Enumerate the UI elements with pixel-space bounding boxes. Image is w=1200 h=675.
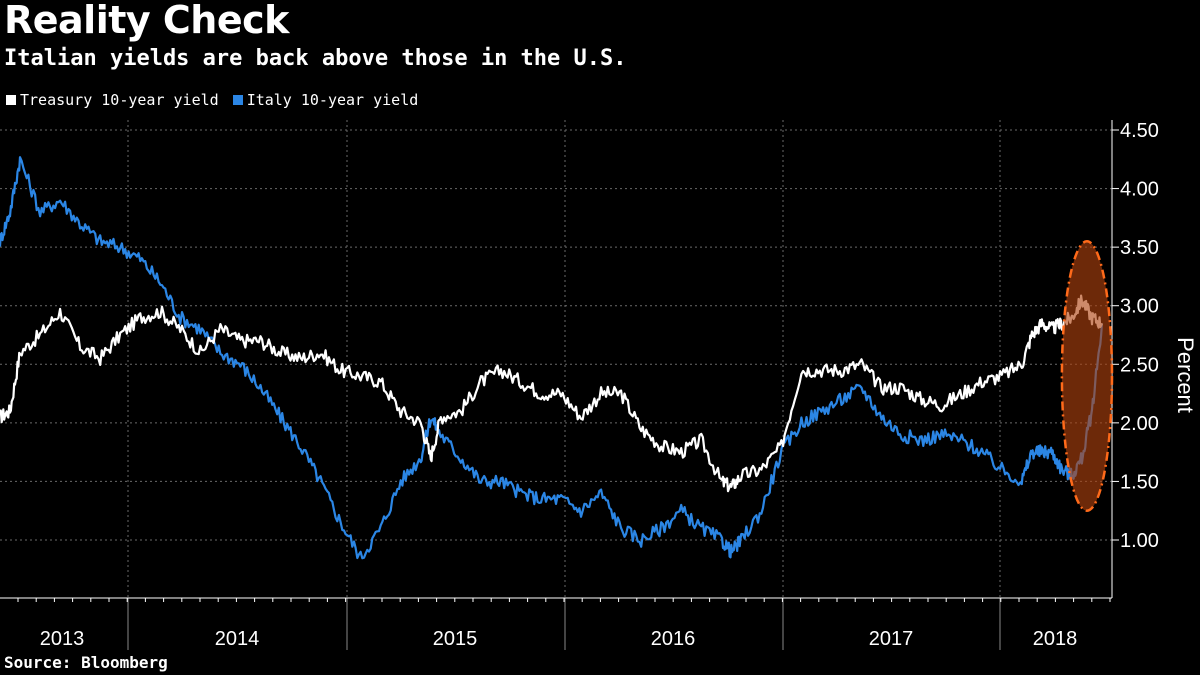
x-year-label: 2016	[651, 628, 696, 650]
x-year-label: 2014	[215, 628, 260, 650]
source-note: Source: Bloomberg	[4, 653, 168, 672]
legend-item-italy: Italy 10-year yield	[232, 91, 419, 109]
legend-swatch-italy	[232, 95, 243, 105]
y-tick-label: 2.50	[1120, 354, 1159, 376]
legend-item-treasury: Treasury 10-year yield	[6, 91, 219, 109]
y-tick-label: 3.00	[1120, 296, 1159, 318]
y-tick-label: 4.50	[1120, 120, 1159, 142]
y-tick-label: 1.00	[1120, 530, 1159, 552]
italy-series-line	[0, 156, 1104, 560]
chart-subtitle: Italian yields are back above those in t…	[4, 46, 627, 71]
legend: Treasury 10-year yield Italy 10-year yie…	[6, 91, 432, 109]
legend-label-treasury: Treasury 10-year yield	[20, 91, 219, 109]
x-year-label: 2013	[40, 628, 85, 650]
x-year-label: 2018	[1033, 628, 1078, 650]
legend-label-italy: Italy 10-year yield	[246, 91, 419, 109]
x-year-label: 2015	[433, 628, 478, 650]
legend-swatch-treasury	[6, 95, 16, 105]
y-tick-label: 2.00	[1120, 413, 1159, 435]
highlight-ellipse	[1060, 240, 1114, 512]
chart-title: Reality Check	[4, 0, 289, 42]
y-tick-label: 3.50	[1120, 237, 1159, 259]
x-year-label: 2017	[869, 628, 914, 650]
y-tick-label: 4.00	[1120, 179, 1159, 201]
y-tick-label: 1.50	[1120, 471, 1159, 493]
treasury-series-line	[0, 294, 1104, 493]
y-axis-title: Percent	[1173, 337, 1198, 413]
